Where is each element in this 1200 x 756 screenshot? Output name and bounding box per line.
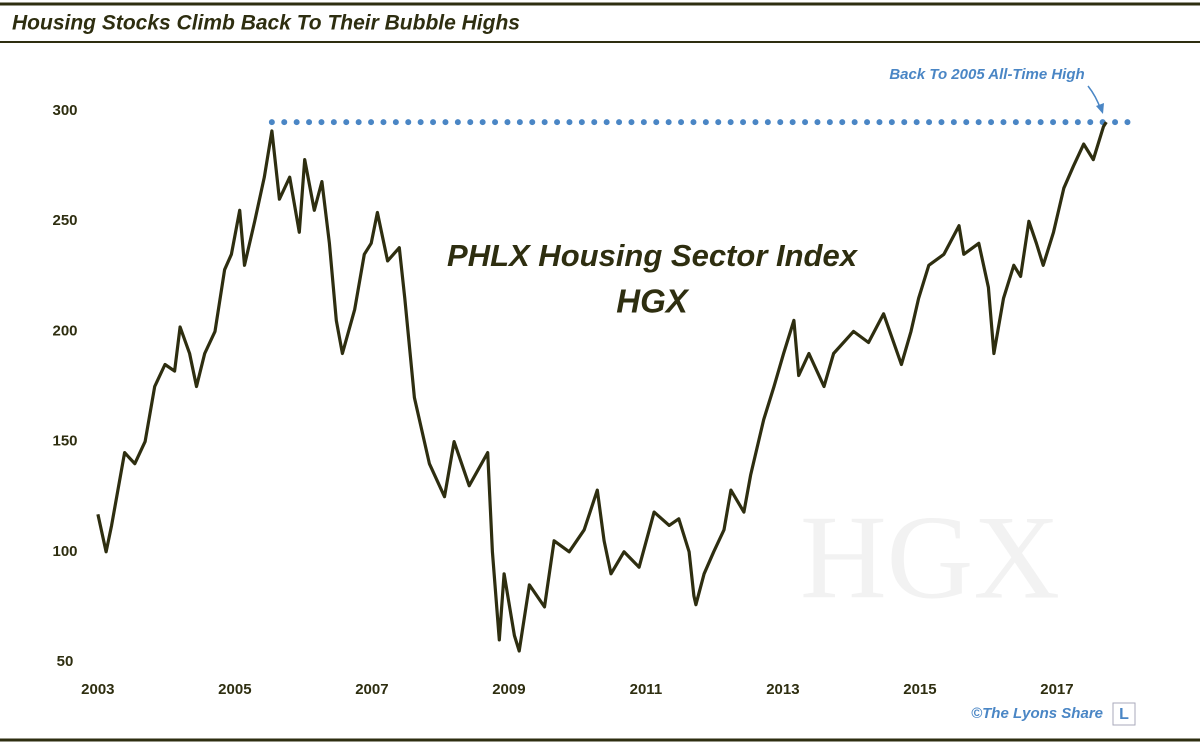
annotation-title: PHLX Housing Sector Index xyxy=(447,238,859,273)
x-tick-label: 2007 xyxy=(355,681,388,698)
x-tick-label: 2011 xyxy=(630,681,663,698)
credit: ©The Lyons Share xyxy=(971,705,1103,722)
x-tick-label: 2003 xyxy=(81,681,114,698)
logo-box xyxy=(1112,702,1136,726)
y-tick-label: 100 xyxy=(52,543,77,560)
x-tick-label: 2013 xyxy=(766,681,799,698)
y-tick-label: 150 xyxy=(52,433,77,450)
callout-arrowhead xyxy=(1096,103,1104,114)
y-tick-label: 300 xyxy=(52,102,77,119)
chart-title: Housing Stocks Climb Back To Their Bubbl… xyxy=(12,12,520,35)
logo: L xyxy=(1119,706,1129,723)
annotation-subtitle: HGX xyxy=(616,283,690,320)
x-tick-label: 2005 xyxy=(218,681,251,698)
price-line xyxy=(96,121,1108,653)
y-tick-label: 250 xyxy=(52,212,77,229)
y-tick-label: 200 xyxy=(52,322,77,339)
x-tick-label: 2009 xyxy=(492,681,525,698)
x-tick-label: 2015 xyxy=(903,681,936,698)
watermark: HGX xyxy=(800,491,1060,624)
callout: Back To 2005 All-Time High xyxy=(889,66,1084,83)
x-tick-label: 2017 xyxy=(1040,681,1073,698)
y-tick-label: 50 xyxy=(57,653,74,670)
